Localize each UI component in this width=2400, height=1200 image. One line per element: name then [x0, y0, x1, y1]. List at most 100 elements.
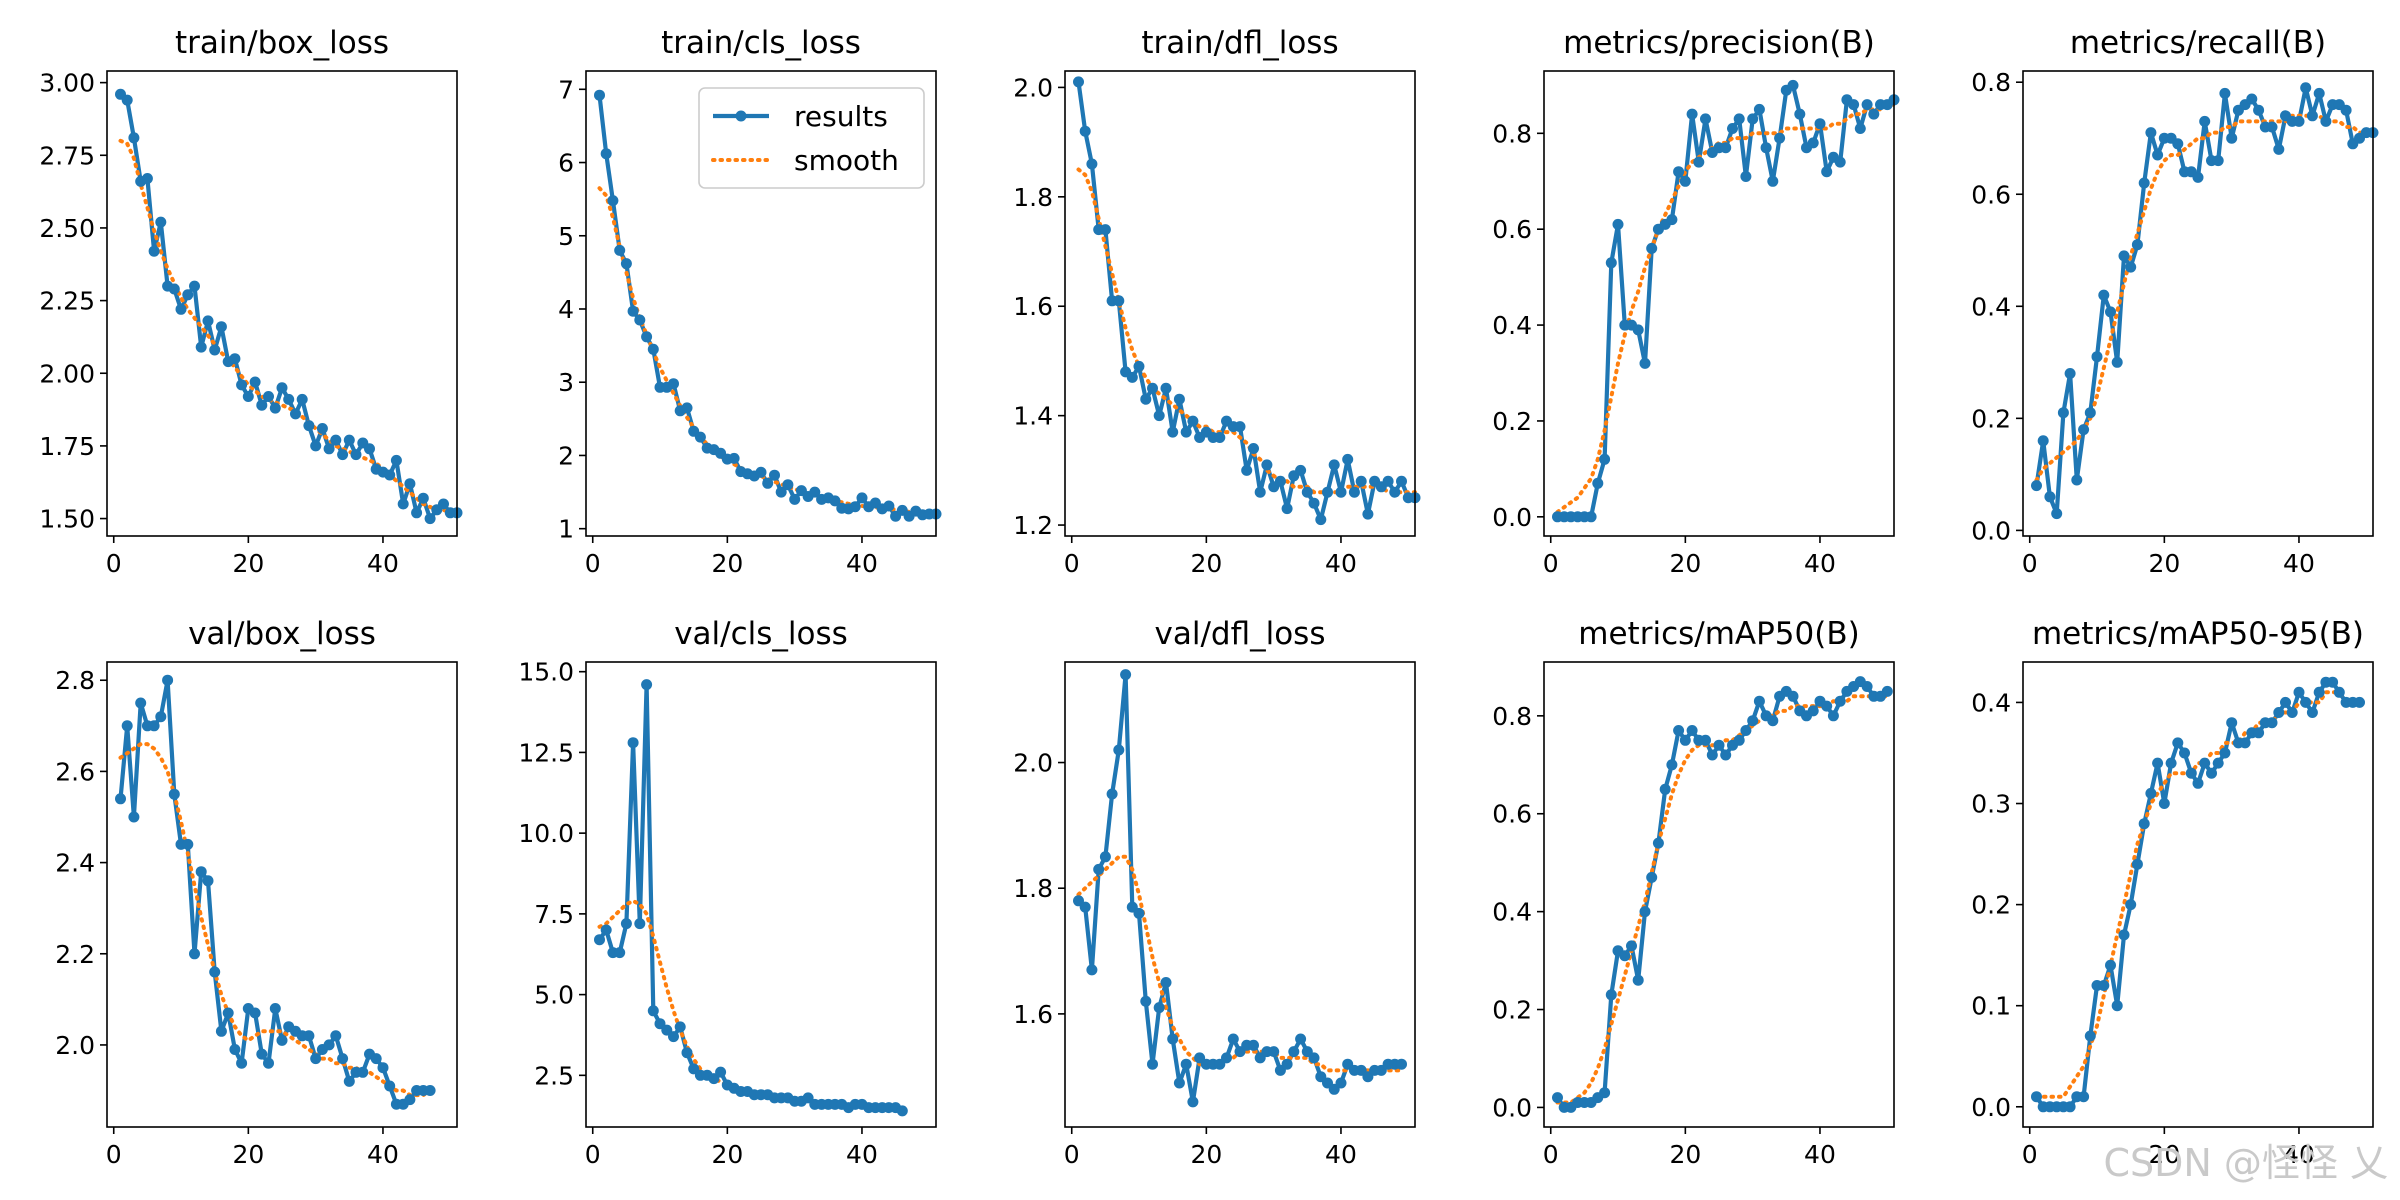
results-point [1187, 415, 1199, 427]
y-tick-label: 2.75 [39, 141, 95, 170]
y-tick-label: 1.8 [1013, 874, 1053, 903]
results-point [1355, 475, 1367, 487]
y-tick-label: 2.6 [55, 757, 95, 786]
results-point [1632, 974, 1644, 986]
x-tick-label: 20 [2148, 549, 2180, 578]
results-point [1747, 715, 1759, 727]
panel-title: train/dfl_loss [1141, 25, 1338, 61]
results-point [2212, 155, 2224, 167]
smooth-line [118, 742, 433, 1098]
results-point [1086, 158, 1098, 170]
results-point [1733, 734, 1745, 746]
y-tick-label: 0.4 [1971, 292, 2011, 321]
results-point [2280, 696, 2291, 708]
results-point [155, 711, 167, 723]
results-point [1713, 739, 1725, 751]
results-point [1774, 132, 1786, 144]
results-point [1086, 964, 1098, 976]
y-tick-label: 0.6 [1971, 180, 2011, 209]
y-tick-label: 12.5 [518, 738, 574, 767]
results-point [1099, 224, 1111, 236]
results-point [1861, 681, 1873, 692]
results-point [620, 258, 632, 270]
results-point [694, 431, 706, 443]
y-tick-label: 0.3 [1971, 790, 2011, 819]
results-point [2293, 686, 2305, 698]
results-point [337, 1053, 349, 1065]
results-point [1214, 432, 1226, 443]
results-point [647, 343, 659, 355]
y-tick-label: 6 [558, 149, 574, 178]
results-point [2306, 110, 2318, 122]
results-point [323, 1039, 335, 1051]
results-point [1328, 459, 1340, 471]
results-point [2084, 407, 2096, 419]
results-point [2138, 177, 2150, 189]
results-point [1700, 734, 1711, 746]
results-point [2253, 727, 2265, 739]
results-point [1827, 710, 1839, 722]
results-point [115, 793, 126, 805]
results-point [2185, 767, 2197, 779]
results-point [1301, 486, 1313, 498]
results-point [1753, 695, 1765, 707]
results-point [1700, 113, 1711, 125]
results-point [1639, 357, 1651, 369]
results-point [607, 195, 619, 207]
x-tick-label: 20 [232, 1140, 264, 1169]
y-tick-label: 0.6 [1492, 215, 1532, 244]
results-point [2219, 747, 2231, 759]
results-point [2105, 959, 2116, 971]
results-point [2125, 261, 2137, 273]
y-tick-label: 0.2 [1971, 404, 2011, 433]
results-point [1106, 788, 1118, 800]
results-point [2266, 121, 2278, 133]
results-point [384, 1080, 396, 1092]
results-point [2300, 696, 2312, 708]
results-point [1673, 725, 1685, 736]
results-point [2253, 104, 2265, 116]
results-point [1248, 443, 1259, 454]
results-point [614, 947, 626, 959]
y-tick-label: 7 [558, 75, 574, 104]
results-point [175, 303, 187, 315]
results-point [229, 353, 241, 365]
results-point [674, 1021, 686, 1033]
results-point [2286, 707, 2298, 718]
results-point [2192, 171, 2204, 183]
results-point [1686, 725, 1698, 736]
y-tick-label: 10.0 [518, 819, 574, 848]
x-tick-label: 40 [1325, 549, 1357, 578]
panel-title: metrics/mAP50(B) [1578, 616, 1859, 652]
results-point [209, 966, 221, 978]
results-point [1268, 1046, 1280, 1058]
results-point [647, 1005, 659, 1017]
results-point [1160, 382, 1172, 394]
results-point [1335, 1077, 1347, 1089]
y-tick-label: 0.4 [1971, 688, 2011, 717]
results-point [2273, 143, 2285, 155]
results-point [229, 1044, 241, 1055]
results-point [1093, 863, 1105, 875]
y-tick-label: 0.4 [1492, 898, 1532, 927]
results-point [2131, 239, 2143, 251]
results-point [215, 1025, 227, 1037]
results-point [1552, 1092, 1563, 1104]
results-point [641, 679, 653, 691]
results-point [2246, 93, 2258, 105]
y-tick-label: 2.00 [39, 359, 95, 388]
panel-metrics-map50-b: metrics/mAP50(B) 0.0 0.2 0.4 0.6 0.8 0 20 40 [1492, 616, 1895, 1169]
results-point [1099, 851, 1111, 863]
x-tick-label: 20 [711, 1140, 743, 1169]
results-point [2118, 250, 2130, 262]
panel-val-cls-loss: val/cls_loss 2.5 5.0 7.5 10.0 12.5 15.0 0 20 40 [518, 616, 937, 1169]
x-tick-label: 0 [1064, 549, 1080, 578]
legend-results-label: results [794, 100, 888, 133]
results-point [209, 344, 221, 356]
results-point [384, 469, 396, 481]
results-point [1167, 426, 1179, 438]
x-tick-label: 0 [106, 1140, 122, 1169]
results-point [236, 379, 248, 391]
x-tick-label: 20 [1190, 1140, 1222, 1169]
results-point [343, 434, 355, 446]
